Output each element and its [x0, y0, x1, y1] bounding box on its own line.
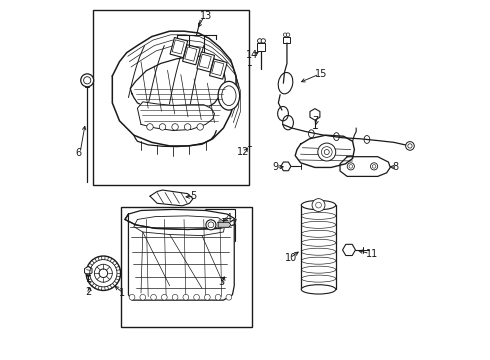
- Ellipse shape: [218, 81, 240, 110]
- Circle shape: [161, 294, 167, 300]
- Circle shape: [172, 294, 178, 300]
- Circle shape: [283, 33, 287, 37]
- Bar: [212, 61, 224, 76]
- Bar: [172, 40, 184, 54]
- Text: 9: 9: [272, 162, 278, 172]
- Bar: [257, 43, 266, 51]
- Text: 4: 4: [225, 213, 232, 222]
- Ellipse shape: [301, 285, 336, 294]
- Circle shape: [318, 143, 336, 161]
- Circle shape: [261, 39, 266, 43]
- Circle shape: [99, 269, 108, 278]
- Polygon shape: [130, 56, 225, 115]
- Bar: [170, 37, 188, 58]
- Text: 11: 11: [366, 248, 378, 258]
- Text: 12: 12: [237, 147, 249, 157]
- Polygon shape: [295, 135, 354, 167]
- Text: 1: 1: [119, 288, 125, 298]
- Text: 8: 8: [393, 162, 399, 172]
- Text: 2: 2: [85, 287, 92, 297]
- Circle shape: [206, 220, 216, 230]
- Bar: [122, 207, 252, 327]
- Circle shape: [159, 124, 166, 130]
- Polygon shape: [150, 190, 193, 206]
- Circle shape: [324, 149, 329, 154]
- Circle shape: [194, 294, 199, 300]
- Circle shape: [258, 39, 262, 43]
- Bar: [283, 37, 290, 43]
- Text: 10: 10: [285, 253, 297, 263]
- Circle shape: [184, 124, 191, 130]
- Circle shape: [86, 256, 121, 291]
- Polygon shape: [112, 31, 236, 146]
- Bar: [210, 59, 227, 79]
- Bar: [197, 52, 215, 72]
- Polygon shape: [125, 214, 234, 300]
- Bar: [199, 54, 211, 68]
- Text: 3: 3: [219, 277, 224, 287]
- Circle shape: [204, 294, 210, 300]
- Polygon shape: [340, 157, 390, 176]
- Circle shape: [151, 294, 156, 300]
- Circle shape: [347, 163, 354, 170]
- Circle shape: [129, 294, 135, 300]
- Polygon shape: [218, 222, 231, 227]
- Circle shape: [370, 163, 378, 170]
- Circle shape: [215, 294, 221, 300]
- Text: 6: 6: [76, 148, 82, 158]
- Bar: [185, 47, 197, 61]
- Bar: [183, 45, 200, 65]
- Circle shape: [140, 294, 146, 300]
- Circle shape: [183, 294, 189, 300]
- Polygon shape: [137, 102, 215, 131]
- Bar: [93, 10, 248, 185]
- Polygon shape: [125, 210, 236, 229]
- Text: 15: 15: [315, 69, 327, 79]
- Text: 5: 5: [191, 191, 197, 201]
- Bar: [205, 209, 235, 241]
- Circle shape: [147, 124, 153, 130]
- Circle shape: [197, 124, 203, 130]
- Circle shape: [226, 294, 232, 300]
- Text: 13: 13: [200, 11, 213, 21]
- Circle shape: [406, 141, 414, 150]
- Circle shape: [172, 124, 178, 130]
- Text: 14: 14: [245, 50, 258, 60]
- Circle shape: [81, 74, 94, 87]
- Ellipse shape: [301, 201, 336, 210]
- Text: 7: 7: [313, 116, 318, 126]
- Circle shape: [312, 199, 325, 212]
- Circle shape: [286, 33, 290, 37]
